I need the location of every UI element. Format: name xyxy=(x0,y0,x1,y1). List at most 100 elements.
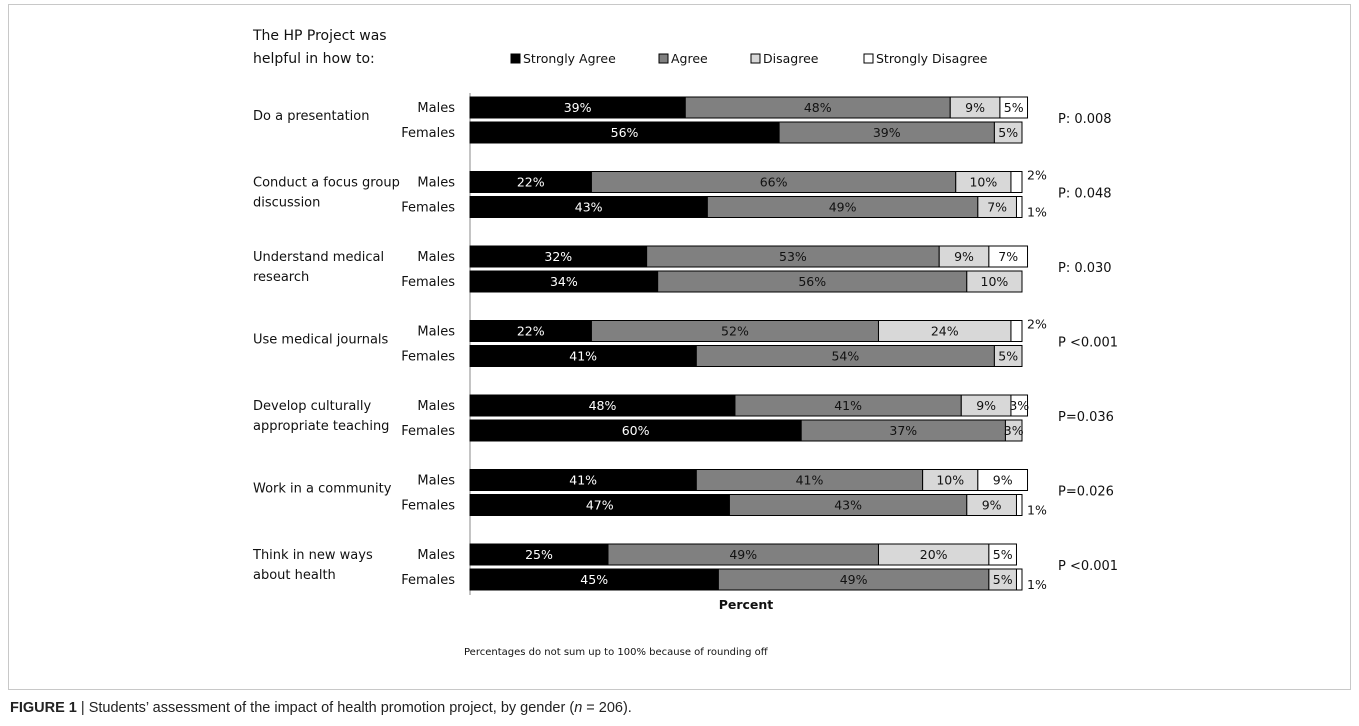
p-value-label: P: 0.030 xyxy=(1058,261,1112,276)
legend-swatch xyxy=(510,53,521,64)
bar-segment xyxy=(988,245,1029,268)
chart-title-line-2: helpful in how to: xyxy=(253,51,375,67)
bar-value-label: 43% xyxy=(575,200,603,215)
outside-value-label: 2% xyxy=(1027,317,1047,332)
group-label: Conduct a focus group xyxy=(253,176,400,191)
group-label: discussion xyxy=(253,196,320,211)
gender-label: Females xyxy=(401,275,455,290)
gender-label: Females xyxy=(401,126,455,141)
bar-value-label: 10% xyxy=(981,274,1009,289)
bar-value-label: 53% xyxy=(779,249,807,264)
p-value-label: P=0.036 xyxy=(1058,410,1114,425)
group-label: Use medical journals xyxy=(253,333,389,348)
bar-value-label: 43% xyxy=(834,498,862,513)
caption-text: | Students’ assessment of the impact of … xyxy=(76,700,575,716)
bar-value-label: 9% xyxy=(976,398,996,413)
bar-segment xyxy=(1010,171,1023,193)
bar-segment xyxy=(999,96,1029,119)
bar-value-label: 41% xyxy=(569,349,597,364)
bar-value-label: 10% xyxy=(969,175,997,190)
bar-value-label: 49% xyxy=(829,200,857,215)
caption-n: n xyxy=(574,700,583,716)
bar-segment xyxy=(993,121,1023,144)
bar-segment xyxy=(993,345,1023,367)
gender-label: Males xyxy=(417,101,455,116)
gender-label: Males xyxy=(417,399,455,414)
bar-segment xyxy=(1010,394,1029,417)
bar-value-label: 37% xyxy=(889,423,917,438)
bar-value-label: 5% xyxy=(1004,100,1024,115)
bar-value-label: 24% xyxy=(931,324,959,339)
stacked-bar-chart: The HP Project was helpful in how to: Stro… xyxy=(252,28,1118,658)
group-label: Understand medical xyxy=(253,250,384,265)
p-value-label: P=0.026 xyxy=(1058,485,1114,500)
bar-segment xyxy=(1015,196,1023,218)
bar-value-label: 41% xyxy=(796,473,824,488)
gender-label: Females xyxy=(401,424,455,439)
caption-label: FIGURE 1 xyxy=(10,700,77,716)
gender-label: Males xyxy=(417,176,455,191)
group-label: Work in a community xyxy=(253,482,392,497)
legend-swatch xyxy=(658,53,669,64)
bar-value-label: 39% xyxy=(564,100,592,115)
bar-value-label: 48% xyxy=(589,398,617,413)
legend-swatch xyxy=(750,53,761,64)
gender-label: Females xyxy=(401,350,455,365)
group-label: appropriate teaching xyxy=(253,419,389,434)
bar-value-label: 56% xyxy=(798,274,826,289)
group-label: Develop culturally xyxy=(253,399,372,414)
p-value-label: P <0.001 xyxy=(1058,336,1118,351)
bar-segment xyxy=(1010,320,1023,342)
bar-value-label: 49% xyxy=(840,572,868,587)
bar-value-label: 52% xyxy=(721,324,749,339)
bar-value-label: 39% xyxy=(873,125,901,140)
group-label: Think in new ways xyxy=(252,548,373,563)
bar-segment xyxy=(1015,568,1023,591)
bar-value-label: 34% xyxy=(550,274,578,289)
outside-value-label: 1% xyxy=(1027,503,1047,518)
gender-label: Females xyxy=(401,573,455,588)
bar-value-label: 9% xyxy=(993,473,1013,488)
gender-label: Females xyxy=(401,499,455,514)
p-value-label: P: 0.008 xyxy=(1058,112,1112,127)
outside-value-label: 1% xyxy=(1027,205,1047,220)
bar-value-label: 3% xyxy=(1004,423,1024,438)
gender-label: Males xyxy=(417,474,455,489)
bar-value-label: 5% xyxy=(993,547,1013,562)
bar-value-label: 5% xyxy=(998,349,1018,364)
bar-value-label: 9% xyxy=(982,498,1002,513)
legend-swatch xyxy=(863,53,874,64)
caption-end: = 206). xyxy=(582,700,632,716)
bar-segment xyxy=(966,270,1023,293)
bar-value-label: 56% xyxy=(611,125,639,140)
legend-label: Strongly Disagree xyxy=(876,51,988,66)
bar-value-label: 41% xyxy=(569,473,597,488)
outside-value-label: 2% xyxy=(1027,168,1047,183)
bar-value-label: 9% xyxy=(954,249,974,264)
chart-title-line-1: The HP Project was xyxy=(252,28,387,44)
group-label: research xyxy=(253,270,309,285)
bar-value-label: 5% xyxy=(993,572,1013,587)
group-label: Do a presentation xyxy=(253,109,369,124)
bar-value-label: 3% xyxy=(1009,398,1029,413)
p-value-label: P: 0.048 xyxy=(1058,187,1112,202)
gender-label: Females xyxy=(401,201,455,216)
bar-value-label: 49% xyxy=(729,547,757,562)
gender-label: Males xyxy=(417,250,455,265)
bar-value-label: 25% xyxy=(525,547,553,562)
x-axis-title: Percent xyxy=(719,597,774,612)
bar-segment xyxy=(977,469,1029,491)
bar-value-label: 7% xyxy=(998,249,1018,264)
legend-label: Disagree xyxy=(763,51,819,66)
figure-caption: FIGURE 1 | Students’ assessment of the i… xyxy=(10,700,632,716)
bar-value-label: 20% xyxy=(920,547,948,562)
outside-value-label: 1% xyxy=(1027,577,1047,592)
bar-value-label: 22% xyxy=(517,324,545,339)
group-label: about health xyxy=(253,568,336,583)
bar-value-label: 45% xyxy=(580,572,608,587)
bar-value-label: 7% xyxy=(987,200,1007,215)
bar-value-label: 9% xyxy=(965,100,985,115)
legend-label: Strongly Agree xyxy=(523,51,616,66)
bar-segment xyxy=(988,543,1017,566)
bar-value-label: 47% xyxy=(586,498,614,513)
